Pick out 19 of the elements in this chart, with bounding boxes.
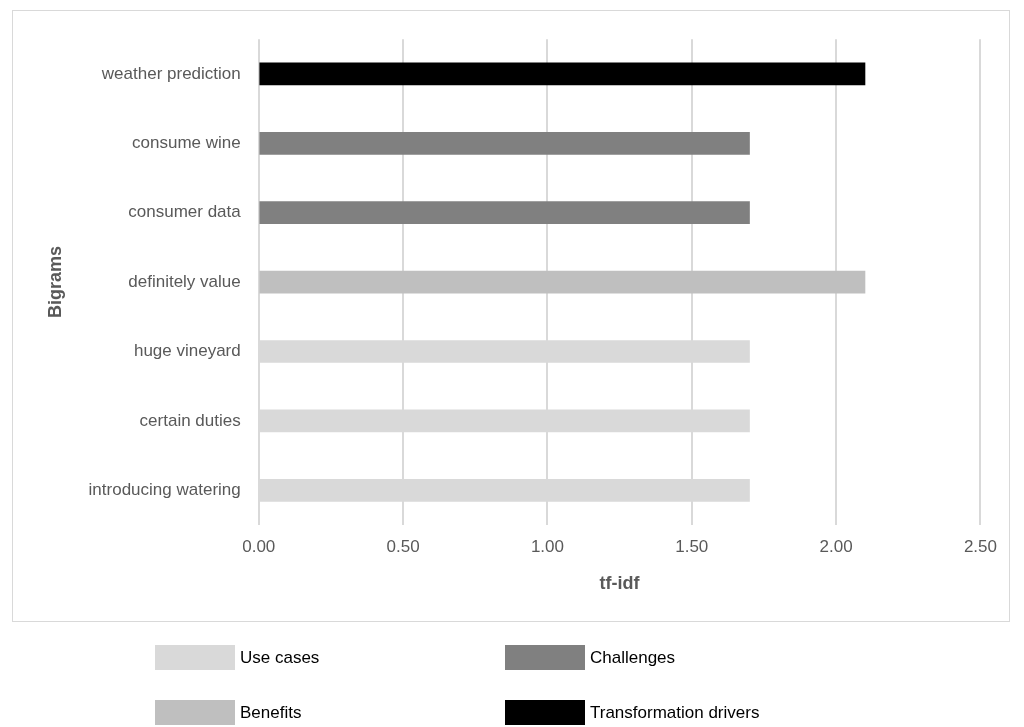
x-tick-label: 1.00 <box>530 536 564 556</box>
x-axis-title: tf-idf <box>599 573 641 594</box>
x-tick-label: 2.50 <box>963 536 997 556</box>
y-tick-label: weather prediction <box>100 63 241 83</box>
y-tick-label: definitely value <box>128 271 241 291</box>
x-tick-label: 2.00 <box>819 536 853 556</box>
y-tick-label: consume wine <box>132 132 241 152</box>
y-tick-label: huge vineyard <box>133 341 241 361</box>
y-tick-label: certain duties <box>139 410 241 430</box>
legend-label: Challenges <box>590 647 676 668</box>
legend-label: Transformation drivers <box>590 702 760 723</box>
y-axis-title: Bigrams <box>44 246 65 319</box>
y-tick-label: consumer data <box>128 202 242 222</box>
legend-label: Use cases <box>240 647 320 668</box>
x-tick-label: 0.50 <box>386 536 420 556</box>
x-tick-label: 0.00 <box>242 536 276 556</box>
y-tick-label: introducing watering <box>88 479 241 499</box>
x-tick-label: 1.50 <box>675 536 709 556</box>
legend-label: Benefits <box>240 702 302 723</box>
